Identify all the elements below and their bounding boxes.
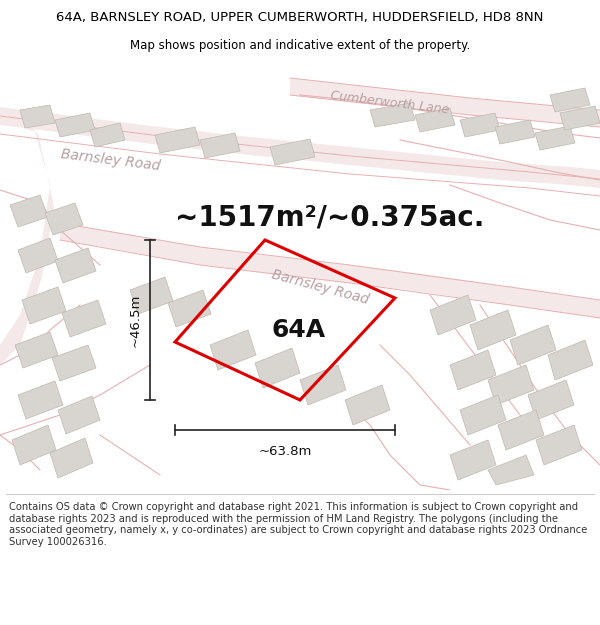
Polygon shape — [415, 108, 455, 132]
Polygon shape — [535, 126, 575, 150]
Polygon shape — [548, 340, 593, 380]
Polygon shape — [168, 290, 211, 327]
Text: Cumberworth Lane: Cumberworth Lane — [330, 89, 450, 117]
Polygon shape — [255, 348, 300, 388]
Text: 64A, BARNSLEY ROAD, UPPER CUMBERWORTH, HUDDERSFIELD, HD8 8NN: 64A, BARNSLEY ROAD, UPPER CUMBERWORTH, H… — [56, 11, 544, 24]
Polygon shape — [470, 310, 516, 350]
Polygon shape — [550, 88, 590, 112]
Polygon shape — [200, 133, 240, 158]
Polygon shape — [10, 195, 48, 227]
Polygon shape — [50, 438, 93, 478]
Polygon shape — [488, 365, 534, 405]
Polygon shape — [300, 365, 346, 405]
Polygon shape — [55, 248, 96, 283]
Text: Map shows position and indicative extent of the property.: Map shows position and indicative extent… — [130, 39, 470, 51]
Polygon shape — [18, 238, 58, 273]
Polygon shape — [58, 396, 100, 434]
Text: ~63.8m: ~63.8m — [259, 445, 311, 458]
Polygon shape — [155, 127, 200, 153]
Text: Barnsley Road: Barnsley Road — [270, 268, 370, 307]
Polygon shape — [12, 425, 56, 465]
Polygon shape — [15, 332, 58, 368]
Polygon shape — [290, 78, 600, 127]
Polygon shape — [0, 107, 54, 365]
Polygon shape — [510, 325, 556, 365]
Polygon shape — [370, 103, 415, 127]
Polygon shape — [498, 410, 544, 450]
Text: ~46.5m: ~46.5m — [129, 293, 142, 347]
Polygon shape — [62, 300, 106, 337]
Polygon shape — [488, 455, 534, 485]
Polygon shape — [528, 380, 574, 420]
Polygon shape — [210, 330, 256, 370]
Polygon shape — [52, 345, 96, 381]
Polygon shape — [450, 350, 496, 390]
Polygon shape — [0, 107, 600, 188]
Polygon shape — [18, 381, 63, 419]
Polygon shape — [90, 123, 125, 147]
Polygon shape — [345, 385, 390, 425]
Polygon shape — [20, 105, 55, 128]
Text: Barnsley Road: Barnsley Road — [60, 147, 161, 173]
Polygon shape — [22, 287, 66, 324]
Text: ~1517m²/~0.375ac.: ~1517m²/~0.375ac. — [175, 204, 484, 232]
Polygon shape — [270, 139, 315, 165]
Polygon shape — [536, 425, 582, 465]
Polygon shape — [460, 113, 500, 137]
Polygon shape — [560, 106, 600, 130]
Polygon shape — [430, 295, 476, 335]
Text: 64A: 64A — [272, 318, 326, 342]
Polygon shape — [450, 440, 496, 480]
Polygon shape — [60, 223, 600, 318]
Polygon shape — [130, 277, 173, 314]
Polygon shape — [495, 120, 535, 144]
Polygon shape — [55, 113, 95, 137]
Polygon shape — [460, 395, 506, 435]
Polygon shape — [45, 203, 83, 235]
Text: Contains OS data © Crown copyright and database right 2021. This information is : Contains OS data © Crown copyright and d… — [9, 502, 587, 547]
